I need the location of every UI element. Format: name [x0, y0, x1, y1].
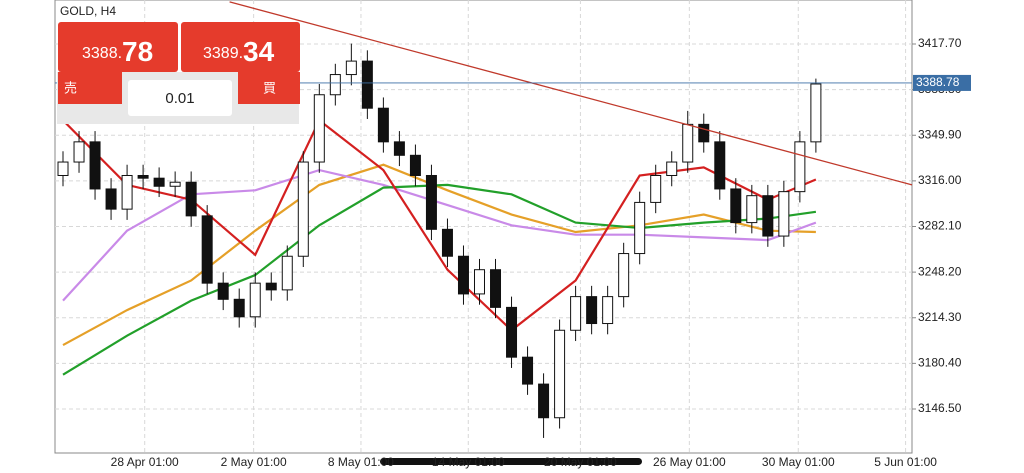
sell-label: 売 [64, 80, 77, 95]
candle-body [233, 298, 245, 318]
buy-tab [238, 72, 300, 104]
moving-average [62, 163, 816, 347]
candle-body [329, 74, 341, 96]
x-tick-label: 26 May 01:00 [653, 455, 726, 469]
price-label-bg [913, 74, 971, 91]
candle-body [634, 201, 646, 255]
candle-body [217, 282, 229, 300]
candle-body [586, 296, 598, 325]
candle-body [506, 306, 518, 358]
x-tick-label: 2 May 01:00 [221, 455, 287, 469]
candle-body [714, 141, 726, 190]
candle-body [73, 141, 85, 163]
candle-body [570, 296, 582, 331]
candle-body [345, 60, 357, 76]
candle-body [522, 356, 534, 385]
candle-body [377, 107, 389, 143]
candle-body [249, 282, 261, 318]
y-tick-label: 3316.00 [918, 173, 962, 187]
candle-body [554, 329, 566, 419]
candle-body [746, 195, 758, 224]
candle-body [441, 228, 453, 257]
candle-body [650, 174, 662, 203]
x-tick-label: 20 May 01:00 [544, 455, 617, 469]
candle-body [698, 123, 710, 143]
sell-price: 3388.78 [82, 36, 153, 67]
candle-body [361, 60, 373, 109]
candle-body [810, 83, 822, 143]
candle-body [89, 141, 101, 190]
candle-body [281, 255, 293, 291]
y-tick-label: 3180.40 [918, 356, 962, 370]
candle-body [137, 174, 149, 179]
candle-body [730, 188, 742, 224]
candle-body [602, 296, 614, 325]
candle-body [105, 188, 117, 210]
candle-body [778, 191, 790, 237]
x-tick-label: 30 May 01:00 [762, 455, 835, 469]
candle-body [393, 141, 405, 156]
trendline [229, 1, 913, 186]
price-label: 3388.78 [916, 75, 960, 89]
candle-body [201, 215, 213, 284]
candle-body [794, 141, 806, 193]
scrollbar[interactable] [380, 458, 642, 465]
plot [55, 0, 916, 453]
symbol-label: GOLD, H4 [60, 4, 116, 18]
sell-price-big: 78 [122, 36, 153, 67]
y-tick-label: 3417.70 [918, 36, 962, 50]
candle-body [57, 161, 69, 176]
candle-body [457, 255, 469, 295]
candle-body [409, 154, 421, 176]
buy-price-big: 34 [243, 36, 275, 67]
candle-body [618, 253, 630, 298]
candle-body [490, 269, 502, 308]
sell-button[interactable] [58, 22, 178, 72]
y-tick-label: 3146.50 [918, 401, 962, 415]
candle-body [682, 123, 694, 163]
buy-price: 3389.34 [203, 36, 275, 67]
x-tick-label: 14 May 01:00 [432, 455, 505, 469]
sell-price-main: 3388. [82, 45, 122, 62]
buy-price-main: 3389. [203, 45, 243, 62]
moving-average [62, 183, 817, 376]
y-tick-label: 3282.10 [918, 219, 962, 233]
x-tick-label: 5 Jun 01:00 [874, 455, 937, 469]
buy-button[interactable] [181, 22, 300, 72]
candle-body [425, 174, 437, 230]
sell-tab [58, 72, 122, 104]
y-tick-label: 3349.90 [918, 127, 962, 141]
candle-body [121, 174, 133, 210]
x-tick-label: 8 May 01:00 [328, 455, 394, 469]
candle-body [762, 195, 774, 237]
candle-body [313, 94, 325, 163]
buy-label: 買 [263, 80, 276, 95]
candle-body [473, 269, 485, 295]
candle-body [265, 282, 277, 291]
candle-body [538, 383, 550, 419]
y-tick-label: 3214.30 [918, 310, 962, 324]
candle-body [153, 177, 165, 187]
candle-body [185, 181, 197, 217]
candle-body [169, 181, 181, 187]
trade-panel: 3388.78 3389.34 売 買 0.01 [57, 22, 300, 124]
lot-value: 0.01 [165, 90, 194, 107]
candle-body [297, 161, 309, 257]
y-tick-label: 3248.20 [918, 264, 962, 278]
lot-input[interactable] [128, 80, 232, 116]
x-tick-label: 28 Apr 01:00 [111, 455, 179, 469]
candle-body [666, 161, 678, 176]
